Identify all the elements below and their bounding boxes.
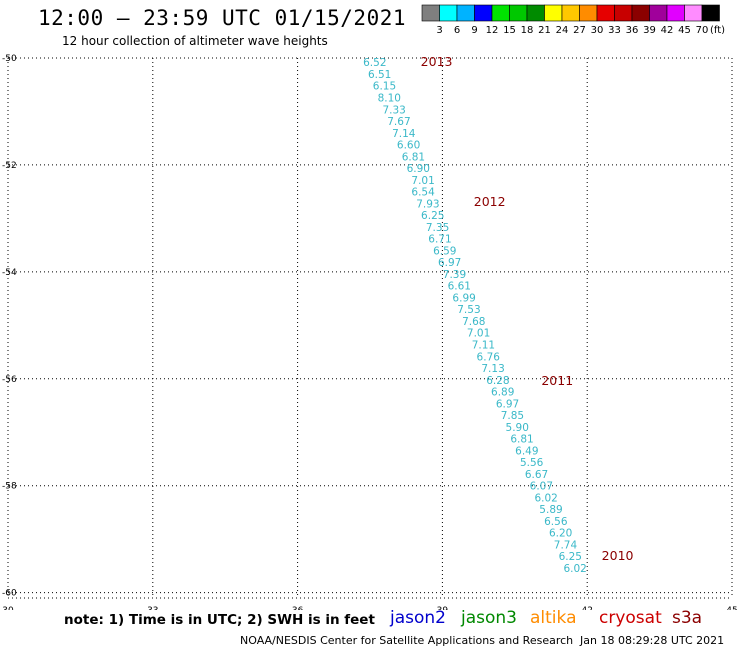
swh-observation: 7.68 (462, 316, 485, 328)
wave-height-map: -50-52-54-56-58-603033363942456.526.516.… (2, 54, 738, 610)
swh-observation: 6.02 (534, 492, 557, 504)
credit-text: NOAA/NESDIS Center for Satellite Applica… (240, 634, 574, 647)
swh-observation: 7.85 (501, 410, 524, 422)
footer-note: note: 1) Time is in UTC; 2) SWH is in fe… (64, 612, 375, 628)
swh-observation: 6.71 (428, 234, 451, 246)
color-scale-label: 45 (678, 25, 691, 34)
legend-cryosat: cryosat (599, 608, 662, 628)
swh-observation: 6.54 (411, 187, 435, 199)
longitude-label: 39 (437, 606, 449, 610)
swh-observation: 7.13 (481, 363, 504, 375)
latitude-label: -50 (2, 54, 17, 64)
swh-observation: 7.74 (554, 539, 578, 551)
color-scale-label: 24 (556, 25, 569, 34)
swh-observation: 7.93 (416, 198, 439, 210)
swh-observation: 6.90 (407, 163, 430, 175)
longitude-label: 33 (147, 606, 158, 610)
swh-observation: 6.67 (525, 469, 548, 481)
page-subtitle: 12 hour collection of altimeter wave hei… (62, 34, 328, 48)
swh-observation: 6.51 (368, 69, 391, 81)
swh-observation: 5.90 (506, 422, 529, 434)
color-scale-label: 42 (661, 25, 674, 34)
swh-observation: 6.07 (530, 481, 553, 493)
swh-observation: 6.99 (452, 292, 475, 304)
swh-observation: 6.76 (477, 351, 501, 363)
legend-altika: altika (530, 608, 577, 628)
generated-timestamp: Jan 18 08:29:28 UTC 2021 (580, 634, 725, 647)
swh-observation: 6.28 (486, 375, 509, 387)
track-year-label: 2011 (541, 373, 573, 388)
swh-observation: 5.56 (520, 457, 544, 469)
latitude-label: -52 (2, 161, 17, 171)
swh-observation: 7.01 (467, 328, 490, 340)
legend-jason3: jason3 (461, 608, 517, 628)
longitude-label: 30 (2, 606, 14, 610)
color-scale-label: 12 (486, 25, 499, 34)
color-scale-label: 3 (436, 25, 442, 34)
color-scale-label: 21 (538, 25, 551, 34)
color-scale-label: 30 (591, 25, 604, 34)
longitude-label: 42 (581, 606, 592, 610)
swh-observation: 6.89 (491, 387, 514, 399)
swh-observation: 7.39 (443, 269, 466, 281)
swh-observation: 7.14 (392, 128, 416, 140)
swh-observation: 6.25 (421, 210, 444, 222)
swh-observation: 7.35 (426, 222, 449, 234)
swh-observation: 6.97 (496, 398, 519, 410)
swh-observation: 6.25 (559, 551, 582, 563)
swh-observation: 7.67 (387, 116, 410, 128)
track-year-label: 2013 (421, 54, 453, 69)
legend-jason2: jason2 (390, 608, 446, 628)
longitude-label: 36 (292, 606, 304, 610)
swh-observation: 6.81 (510, 434, 533, 446)
swh-observation: 6.52 (363, 57, 386, 69)
swh-observation: 7.11 (472, 340, 495, 352)
color-scale-label: 33 (608, 25, 621, 34)
latitude-label: -54 (2, 268, 17, 278)
swh-observation: 6.02 (563, 563, 586, 575)
track-year-label: 2012 (474, 194, 506, 209)
swh-observation: 6.97 (438, 257, 461, 269)
legend-s3a: s3a (672, 608, 703, 628)
swh-observation: 6.59 (433, 245, 456, 257)
color-scale-label: 27 (573, 25, 586, 34)
swh-observation: 7.01 (411, 175, 434, 187)
color-scale-label: 39 (643, 25, 656, 34)
latitude-label: -58 (2, 482, 17, 492)
swh-observation: 6.56 (544, 516, 568, 528)
color-scale-unit: (ft) (710, 25, 725, 34)
swh-observation: 6.61 (448, 281, 471, 293)
color-scale-label: 15 (503, 25, 516, 34)
page-title: 12:00 – 23:59 UTC 01/15/2021 (38, 6, 407, 30)
color-scale-label: 70 (696, 25, 709, 34)
swh-observation: 8.10 (378, 92, 401, 104)
track-year-label: 2010 (602, 548, 634, 563)
latitude-label: -56 (2, 375, 17, 385)
color-scale-label: 9 (471, 25, 477, 34)
color-swatch (701, 4, 720, 22)
swh-observation: 6.60 (397, 140, 420, 152)
color-scale-label: 18 (521, 25, 534, 34)
swh-observation: 6.20 (549, 528, 572, 540)
color-scale-label: 36 (626, 25, 639, 34)
latitude-label: -60 (2, 589, 17, 599)
swh-observation: 5.89 (539, 504, 562, 516)
swh-observation: 7.33 (382, 104, 405, 116)
swh-observation: 6.15 (373, 81, 396, 93)
swh-observation: 6.81 (402, 151, 425, 163)
swh-observation: 6.49 (515, 445, 538, 457)
color-scale-label: 6 (454, 25, 460, 34)
color-scale-legend: 3 6 9 12 15 18 21 24 27 30 33 36 39 42 45 70 (ft) (421, 4, 725, 34)
longitude-label: 45 (726, 606, 737, 610)
swh-observation: 7.53 (457, 304, 480, 316)
